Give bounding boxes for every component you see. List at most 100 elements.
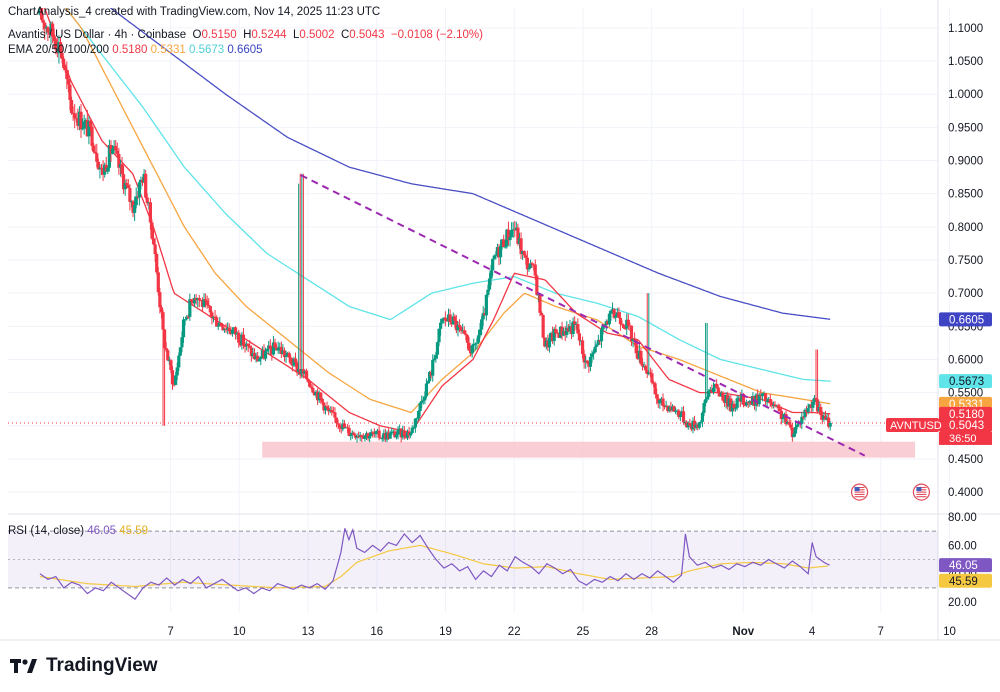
candle-body [246,343,250,346]
candle-body [640,363,645,367]
candle-body [175,367,179,376]
candle-body [295,362,299,372]
candle-body [342,423,347,428]
time-axis-tick: 19 [439,626,452,638]
candle-body [814,397,818,400]
candle-body [319,392,323,399]
candle-body [80,128,85,130]
candle-body [90,126,94,146]
candle-body [781,417,785,420]
candle-body [360,435,364,438]
candle-body [421,400,425,402]
price-axis-tick: 1.1000 [948,23,983,35]
candle-body [99,167,104,169]
candle-body [52,36,56,41]
candle-body [645,370,649,375]
price-axis-tick: 0.9500 [948,122,983,134]
candle-body [634,340,638,354]
candle-body [522,251,526,256]
price-label-ema20 [939,406,992,421]
candle-body [66,78,70,85]
symbol-name[interactable]: Avantis / US Dollar · 4h · Coinbase [8,29,187,41]
candle-body [757,394,761,405]
ema20-line [44,8,831,434]
candle-body [489,270,493,279]
rsi-ma-badge [939,573,992,588]
candle-body [614,315,618,318]
candle-body [812,397,817,402]
ohlc-change: −0.0108 (−2.10%) [390,29,483,41]
candle-body [705,396,709,400]
candle-body [715,383,719,388]
candle-body [237,332,241,343]
candle-body [487,278,492,290]
candle-body [580,340,585,355]
candle-body [54,40,58,50]
price-axis-tick: 0.9000 [948,156,983,168]
countdown-badge [939,431,992,445]
candle-body [170,370,175,385]
candle-body [293,358,298,363]
candle-body [431,360,435,376]
candle-body [156,272,160,293]
candle-body [653,383,657,395]
ema-label: EMA 20/50/100/200 [8,44,110,56]
candle-body [115,150,119,155]
rsi-value-badge [939,558,992,573]
candle-body [137,182,141,198]
candle-body [166,350,170,361]
candle-body [565,327,569,335]
candle-body [345,427,350,429]
candle-body [661,398,665,406]
candle-body [205,300,209,305]
candle-body [188,299,192,317]
candle-body [87,121,91,137]
candle-body [287,353,291,358]
candle-body [815,399,820,412]
candle-body [465,335,470,343]
price-label-ema200-text: 0.6605 [949,314,984,326]
candle-body [155,254,159,273]
candle-body [60,52,64,59]
rsi-value-badge-text: 46.05 [949,560,978,572]
candle-body [677,410,681,417]
candle-body [248,345,252,348]
candle-body [787,421,791,425]
candle-body [273,342,277,348]
candle-body [639,350,643,364]
rsi-axis-tick: 60.00 [948,540,977,552]
candle-body [368,436,372,439]
candle-body [470,345,474,354]
us-flag-canton [854,487,860,492]
price-axis-tick: 0.7000 [948,288,983,300]
candle-body [571,321,575,334]
candle-body [289,357,293,364]
candle-body [377,430,381,438]
symbol-badge [886,417,939,432]
time-axis-tick: 25 [577,626,590,638]
candle-body [82,121,86,129]
candle-body [596,339,600,345]
candle-body [51,23,55,37]
candle-body [180,337,184,348]
price-axis-tick: 1.0000 [948,89,983,101]
candle-body [327,408,331,412]
candle-body [276,348,280,351]
candle-body [207,304,211,307]
candle-body [256,355,260,362]
candle-body [164,348,168,351]
candle-body [145,197,149,204]
candle-body [721,392,725,401]
candle-body [284,355,288,358]
ema-legend[interactable]: EMA 20/50/100/200 0.5180 0.5331 0.5673 0… [8,44,263,56]
candle-body [443,317,447,321]
candle-body [394,434,399,438]
candle-body [181,319,186,338]
candle-body [516,227,520,244]
rsi-axis-tick: 20.00 [948,597,977,609]
candle-body [41,19,45,23]
candle-body [432,358,436,361]
rsi-legend[interactable]: RSI (14, close) 46.05 45.59 [8,525,148,537]
ema200-value: 0.6605 [227,44,263,56]
candle-body [793,427,798,434]
